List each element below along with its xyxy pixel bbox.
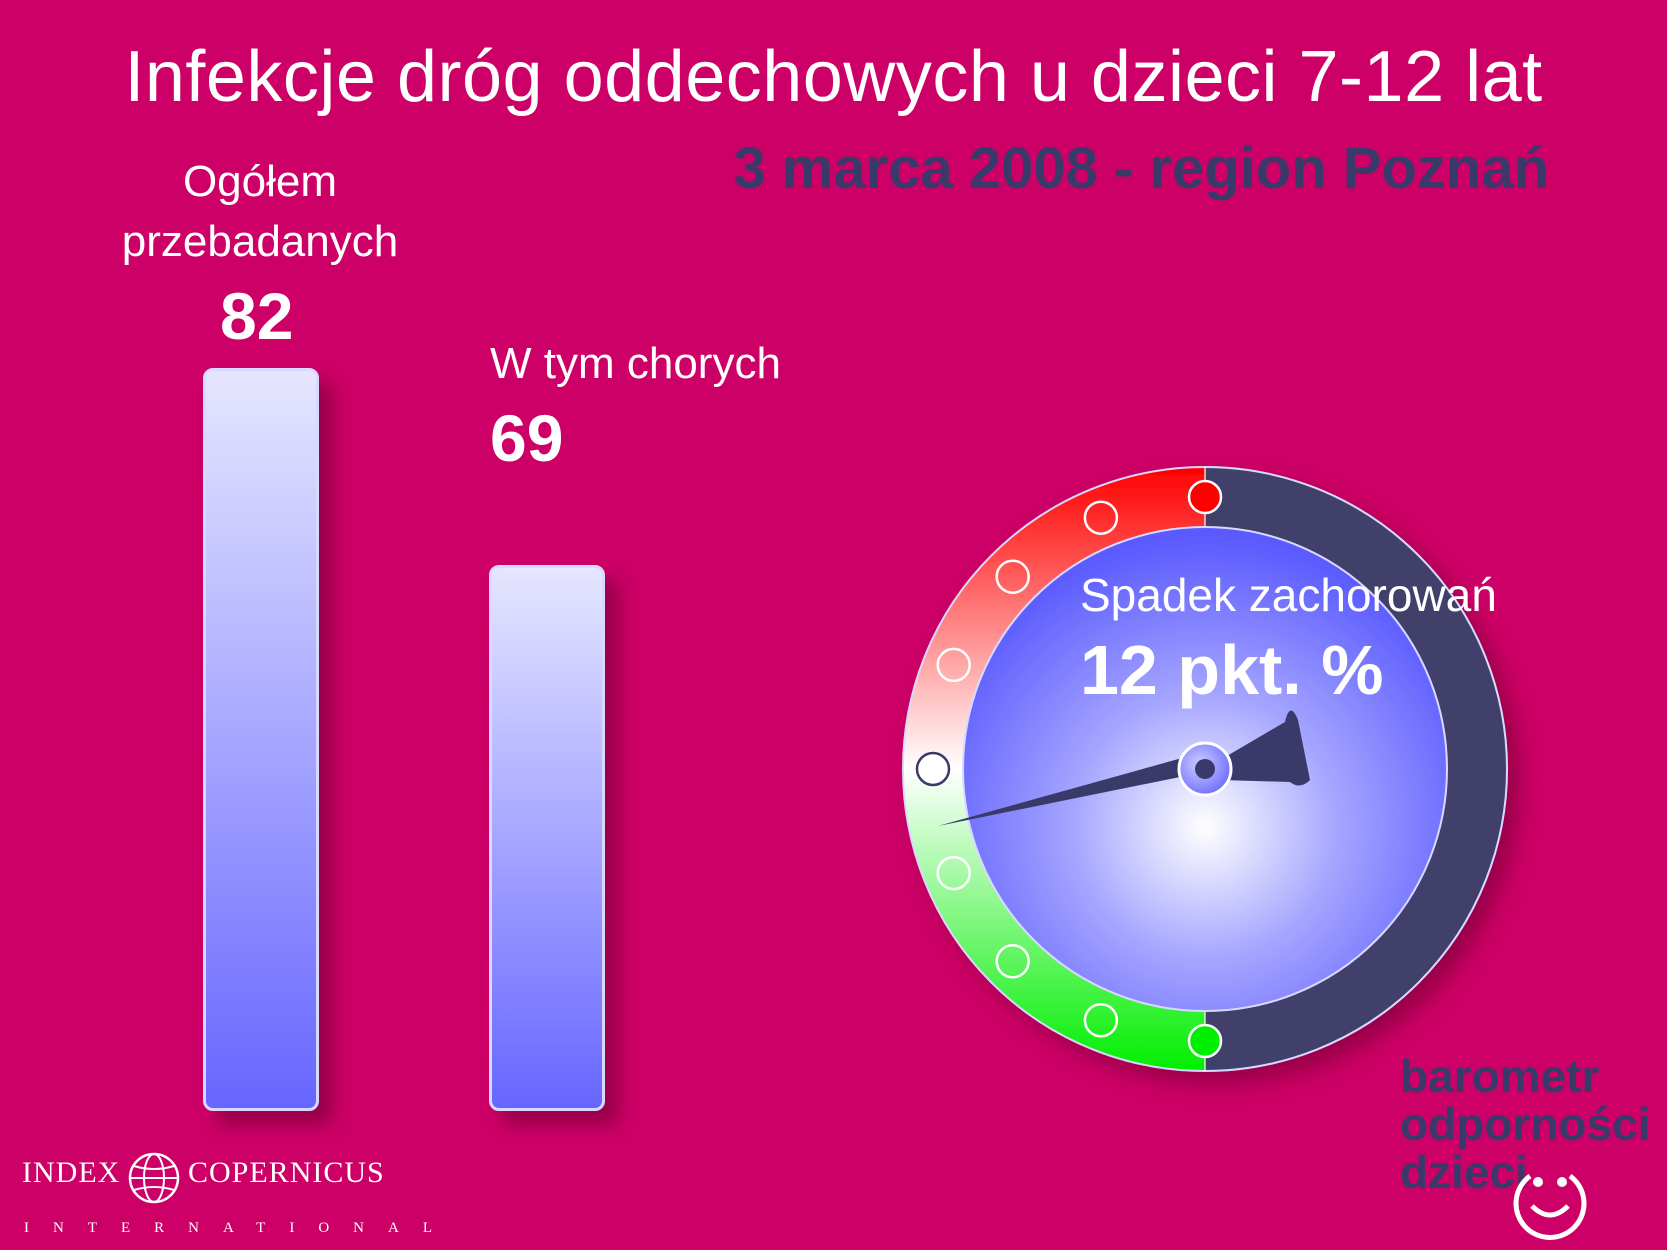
gauge-needle-tail <box>1220 710 1310 786</box>
bar-sick <box>489 565 605 1111</box>
gauge-hub-center <box>1195 759 1215 779</box>
gauge-tick-6 <box>995 944 1030 979</box>
chart-subtitle: 3 marca 2008 - region Poznań <box>733 136 1549 201</box>
brand-line-1: barometr <box>1400 1050 1600 1102</box>
gauge-label: Spadek zachorowań <box>1080 569 1497 621</box>
bar-label-total-line2: przebadanych <box>121 217 399 266</box>
gauge-value: 12 pkt. % <box>1080 631 1384 709</box>
brand-line-3: dzieci <box>1400 1146 1528 1198</box>
gauge-tick-0 <box>1187 479 1223 515</box>
gauge-tick-5 <box>936 855 971 891</box>
gauge-tick-4 <box>915 751 951 787</box>
bar-label-total-line1: Ogółem <box>182 157 338 206</box>
bar-total <box>203 368 319 1111</box>
bar-label-sick: W tym chorych <box>490 334 781 394</box>
brand-barometr: barometr odporności dzieci <box>1400 1052 1650 1196</box>
bar-value-total: 82 <box>220 279 294 353</box>
chart-title: Infekcje dróg oddechowych u dzieci 7-12 … <box>124 37 1543 117</box>
logo-text-copernicus: COPERNICUS <box>188 1156 385 1189</box>
logo-text-international: INTERNATIONAL <box>24 1220 456 1236</box>
logo-text-index: INDEX <box>22 1156 121 1189</box>
globe-icon <box>128 1152 180 1204</box>
smiley-icon <box>1513 1173 1587 1240</box>
gauge-tick-7 <box>1083 1003 1119 1038</box>
gauge-tick-1 <box>1083 500 1119 535</box>
bar-percent-annotation: 84% <box>490 491 591 547</box>
gauge-needle-pointer <box>938 758 1190 826</box>
bar-value-sick: 69 <box>490 401 564 475</box>
gauge-tick-8 <box>1187 1023 1223 1059</box>
gauge-tick-3 <box>936 647 971 683</box>
brand-line-2: odporności <box>1400 1098 1651 1150</box>
bar-label-total: Ogółem przebadanych <box>90 152 430 272</box>
gauge-tick-2 <box>995 559 1030 594</box>
gauge-ticks <box>915 479 1223 1059</box>
gauge-needle <box>938 710 1310 826</box>
bar-label-sick-line1: W tym chorych <box>490 339 781 388</box>
